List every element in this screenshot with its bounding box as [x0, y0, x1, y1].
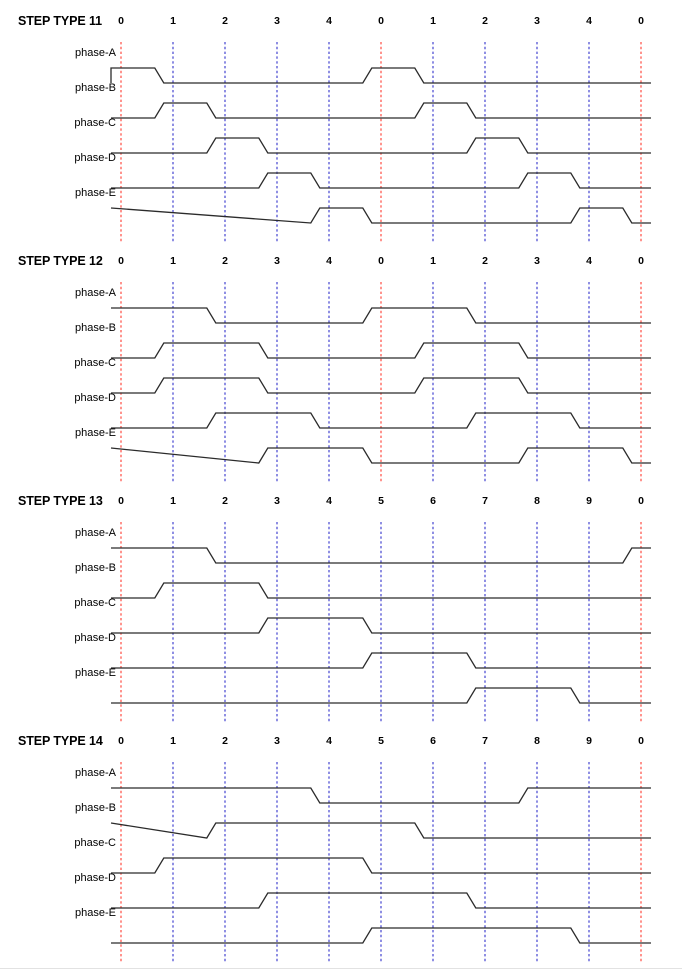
waveform-phase-D: [111, 652, 651, 669]
tick-label-6: 6: [430, 495, 436, 507]
tick-label-0: 0: [118, 735, 124, 747]
phase-label-phase-B: phase-B: [75, 322, 116, 334]
tick-label-10: 0: [638, 255, 644, 267]
tick-label-3: 3: [274, 495, 280, 507]
waveform-phase-D: [111, 172, 651, 189]
tick-label-6: 1: [430, 15, 436, 27]
tick-label-9: 9: [586, 735, 592, 747]
phase-label-phase-C: phase-C: [74, 597, 116, 609]
tick-label-10: 0: [638, 495, 644, 507]
tick-label-4: 4: [326, 495, 332, 507]
phase-label-phase-E: phase-E: [75, 907, 116, 919]
phase-label-phase-E: phase-E: [75, 427, 116, 439]
phase-label-phase-C: phase-C: [74, 117, 116, 129]
tick-label-1: 1: [170, 15, 176, 27]
tick-label-5: 5: [378, 495, 384, 507]
phase-label-phase-B: phase-B: [75, 82, 116, 94]
tick-label-4: 4: [326, 255, 332, 267]
phase-label-phase-A: phase-A: [75, 287, 116, 299]
waveform-phase-E: [110, 447, 651, 464]
timing-diagram-2: STEP TYPE 12 0 1 2 3 4 0 1 2 3 4 0 phase-A phase-B pha…: [0, 254, 682, 494]
tick-label-8: 8: [534, 735, 540, 747]
tick-label-6: 6: [430, 735, 436, 747]
tick-label-10: 0: [638, 15, 644, 27]
tick-label-2: 2: [222, 255, 228, 267]
tick-label-7: 7: [482, 735, 488, 747]
tick-label-5: 0: [378, 255, 384, 267]
waveform-phase-D: [111, 892, 651, 909]
phase-label-phase-E: phase-E: [75, 187, 116, 199]
tick-label-1: 1: [170, 735, 176, 747]
waveform-phase-A: [111, 787, 651, 804]
waveform-canvas: [110, 762, 651, 962]
tick-label-8: 8: [534, 495, 540, 507]
timing-diagram-3: STEP TYPE 13 0 1 2 3 4 5 6 7 8 9 0 phase-A phase-B pha…: [0, 494, 682, 734]
tick-label-2: 2: [222, 735, 228, 747]
waveform-phase-E: [111, 687, 651, 704]
phase-label-phase-B: phase-B: [75, 562, 116, 574]
waveform-phase-C: [111, 137, 651, 154]
tick-label-10: 0: [638, 735, 644, 747]
waveform-phase-B: [111, 342, 651, 359]
tick-label-9: 4: [586, 15, 592, 27]
page-bottom-rule: [0, 968, 682, 969]
diagram-title: STEP TYPE 12: [18, 254, 103, 268]
tick-label-6: 1: [430, 255, 436, 267]
tick-label-5: 0: [378, 15, 384, 27]
waveform-phase-A: [111, 307, 651, 324]
tick-label-0: 0: [118, 15, 124, 27]
tick-label-3: 3: [274, 255, 280, 267]
phase-label-phase-C: phase-C: [74, 357, 116, 369]
tick-label-4: 4: [326, 735, 332, 747]
tick-label-8: 3: [534, 15, 540, 27]
tick-label-5: 5: [378, 735, 384, 747]
tick-label-0: 0: [118, 495, 124, 507]
tick-label-7: 2: [482, 15, 488, 27]
phase-label-phase-E: phase-E: [75, 667, 116, 679]
waveform-phase-B: [111, 582, 651, 599]
tick-label-7: 2: [482, 255, 488, 267]
phase-label-phase-D: phase-D: [74, 872, 116, 884]
diagram-title: STEP TYPE 14: [18, 734, 103, 748]
tick-label-2: 2: [222, 495, 228, 507]
diagram-title: STEP TYPE 13: [18, 494, 103, 508]
waveform-phase-E: [111, 927, 651, 944]
waveform-phase-C: [111, 617, 651, 634]
waveform-canvas: [111, 522, 651, 722]
waveform-phase-B: [110, 822, 651, 839]
timing-diagram-1: STEP TYPE 11 0 1 2 3 4 0 1 2 3 4 0 phase-A phase-B pha…: [0, 14, 682, 254]
phase-label-phase-A: phase-A: [75, 767, 116, 779]
waveform-phase-C: [111, 857, 651, 874]
phase-label-phase-D: phase-D: [74, 152, 116, 164]
tick-label-3: 3: [274, 735, 280, 747]
tick-label-7: 7: [482, 495, 488, 507]
waveform-phase-B: [111, 102, 651, 119]
waveform-canvas: [110, 282, 651, 482]
waveform-phase-C: [111, 377, 651, 394]
tick-label-9: 4: [586, 255, 592, 267]
tick-label-0: 0: [118, 255, 124, 267]
diagram-title: STEP TYPE 11: [18, 14, 103, 28]
phase-label-phase-A: phase-A: [75, 527, 116, 539]
tick-label-9: 9: [586, 495, 592, 507]
waveform-canvas: [110, 42, 651, 242]
waveform-phase-A: [111, 547, 651, 564]
phase-label-phase-A: phase-A: [75, 47, 116, 59]
phase-label-phase-D: phase-D: [74, 632, 116, 644]
phase-label-phase-B: phase-B: [75, 802, 116, 814]
tick-label-3: 3: [274, 15, 280, 27]
tick-label-1: 1: [170, 495, 176, 507]
tick-label-8: 3: [534, 255, 540, 267]
waveform-phase-E: [110, 207, 651, 224]
phase-label-phase-D: phase-D: [74, 392, 116, 404]
tick-label-1: 1: [170, 255, 176, 267]
phase-label-phase-C: phase-C: [74, 837, 116, 849]
timing-diagram-4: STEP TYPE 14 0 1 2 3 4 5 6 7 8 9 0 phase-A phase-B pha…: [0, 734, 682, 974]
waveform-phase-D: [111, 412, 651, 429]
tick-label-2: 2: [222, 15, 228, 27]
waveform-phase-A: [110, 67, 651, 84]
tick-label-4: 4: [326, 15, 332, 27]
